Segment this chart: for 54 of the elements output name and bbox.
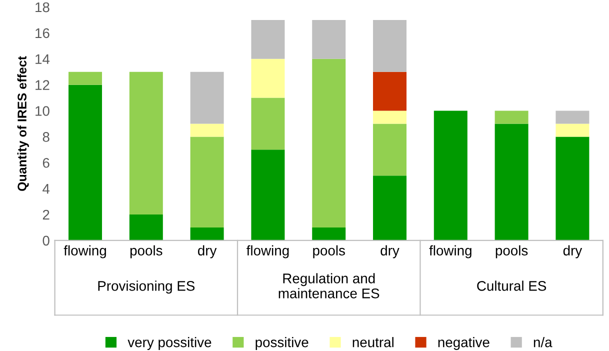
y-tick-label: 10 — [36, 106, 50, 116]
y-tick-label: 6 — [42, 158, 50, 168]
bar — [556, 136, 590, 240]
text: Cultural ES — [477, 280, 546, 291]
x-tick-label: pools — [313, 245, 345, 258]
bar — [373, 110, 407, 124]
legend-label: negative — [438, 337, 490, 350]
bar — [373, 176, 407, 240]
bar — [129, 214, 163, 240]
x-tick-label: flowing — [64, 245, 106, 258]
y-tick-label: 4 — [42, 184, 50, 194]
x-tick-label: dry — [198, 245, 217, 258]
bar — [68, 72, 102, 85]
x-tick-label: flowing — [429, 245, 472, 258]
bar — [434, 110, 468, 240]
text: Provisioning ES — [98, 280, 195, 294]
legend-label: neutral — [352, 337, 394, 348]
x-tick-label: pools — [130, 245, 162, 258]
bar — [373, 124, 407, 176]
bar — [494, 124, 528, 240]
bar — [129, 72, 163, 214]
y-tick-label: 16 — [36, 28, 50, 38]
legend-label: very possitive — [128, 337, 212, 350]
x-tick-label: flowing — [246, 245, 289, 258]
y-tick-label: 0 — [42, 236, 50, 246]
bar — [190, 136, 224, 228]
bar — [373, 72, 407, 111]
bar — [251, 58, 285, 98]
bar — [312, 20, 346, 59]
bar — [556, 110, 590, 124]
y-tick-label: 18 — [36, 2, 50, 12]
bar — [373, 20, 407, 72]
bar — [190, 72, 224, 124]
bar — [312, 58, 346, 228]
bar — [494, 110, 528, 124]
y-tick-label: 14 — [36, 54, 50, 64]
x-tick-label: dry — [563, 245, 582, 258]
bar — [190, 227, 224, 240]
x-tick-label: dry — [380, 245, 400, 258]
bar — [68, 84, 102, 240]
y-tick-label: 12 — [36, 80, 50, 90]
bar — [251, 98, 285, 150]
y-tick-label: 8 — [42, 132, 50, 142]
bar — [251, 20, 285, 59]
legend-label: possitive — [256, 337, 308, 350]
x-tick-label: pools — [496, 245, 528, 258]
y-tick-label: 2 — [42, 210, 50, 220]
bar — [556, 124, 590, 137]
bar — [312, 227, 346, 240]
legend-label: n/a — [534, 337, 552, 348]
bar — [251, 150, 285, 240]
y-axis-title: Quantity of IRES effect — [17, 56, 29, 191]
bar — [190, 124, 224, 137]
text: Regulation and maintenance ES — [278, 273, 380, 298]
